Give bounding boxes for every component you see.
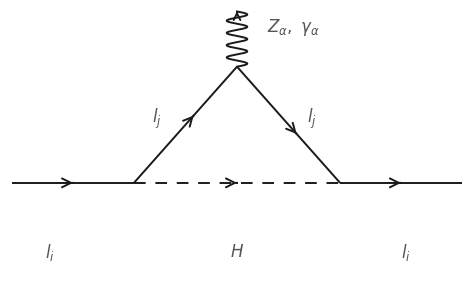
Text: $Z_\alpha,\ \gamma_\alpha$: $Z_\alpha,\ \gamma_\alpha$ [267,17,320,38]
Text: $l_i$: $l_i$ [401,242,410,263]
Text: $H$: $H$ [230,244,244,261]
Text: $l_i$: $l_i$ [45,242,55,263]
Text: $l_j$: $l_j$ [153,107,162,131]
Text: $l_j$: $l_j$ [307,107,317,131]
